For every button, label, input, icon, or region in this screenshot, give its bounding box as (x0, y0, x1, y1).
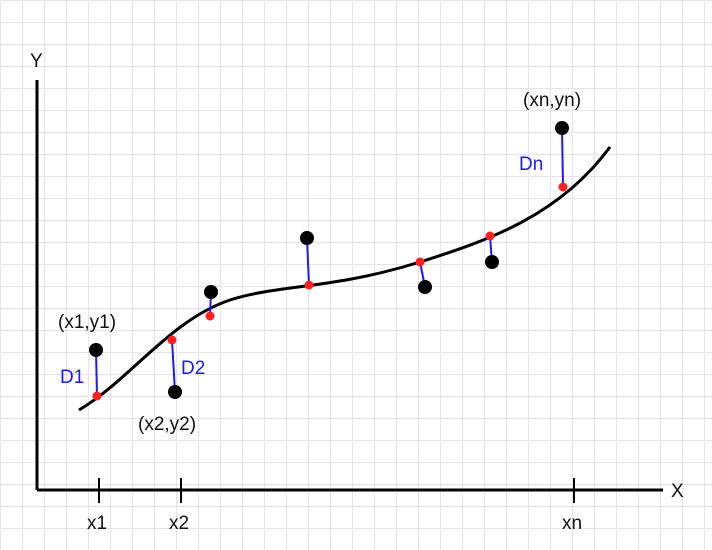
curve-point-2 (167, 335, 177, 345)
residual-line-n (561, 127, 564, 188)
distance-label-1: D1 (60, 367, 84, 388)
data-point-2 (168, 385, 182, 399)
residual-line-1 (95, 349, 98, 397)
distance-label-n: Dn (519, 154, 543, 175)
curve-point-n (558, 182, 568, 192)
curve-point-5 (415, 257, 425, 267)
residual-line-2 (171, 339, 176, 393)
data-point-4 (300, 231, 314, 245)
y-axis-label: Y (30, 51, 43, 72)
curve-point-6 (485, 231, 495, 241)
curve-point-3 (205, 311, 215, 321)
data-point-1 (89, 343, 103, 357)
residual-line-4 (306, 237, 310, 286)
point-label-2: (x2,y2) (138, 414, 196, 435)
tick-label-x1: x1 (87, 513, 107, 534)
x-axis-label: X (671, 481, 684, 502)
data-point-3 (204, 285, 218, 299)
curve-point-1 (92, 391, 102, 401)
tick-label-xn: xn (562, 513, 582, 534)
fitted-curve (78, 146, 612, 412)
point-label-n: (xn,yn) (523, 90, 581, 111)
curve-point-4 (304, 280, 314, 290)
data-point-5 (418, 280, 432, 294)
tick-label-x2: x2 (169, 513, 189, 534)
distance-label-2: D2 (181, 358, 205, 379)
point-label-1: (x1,y1) (58, 312, 116, 333)
data-point-6 (485, 255, 499, 269)
data-point-n (555, 121, 569, 135)
